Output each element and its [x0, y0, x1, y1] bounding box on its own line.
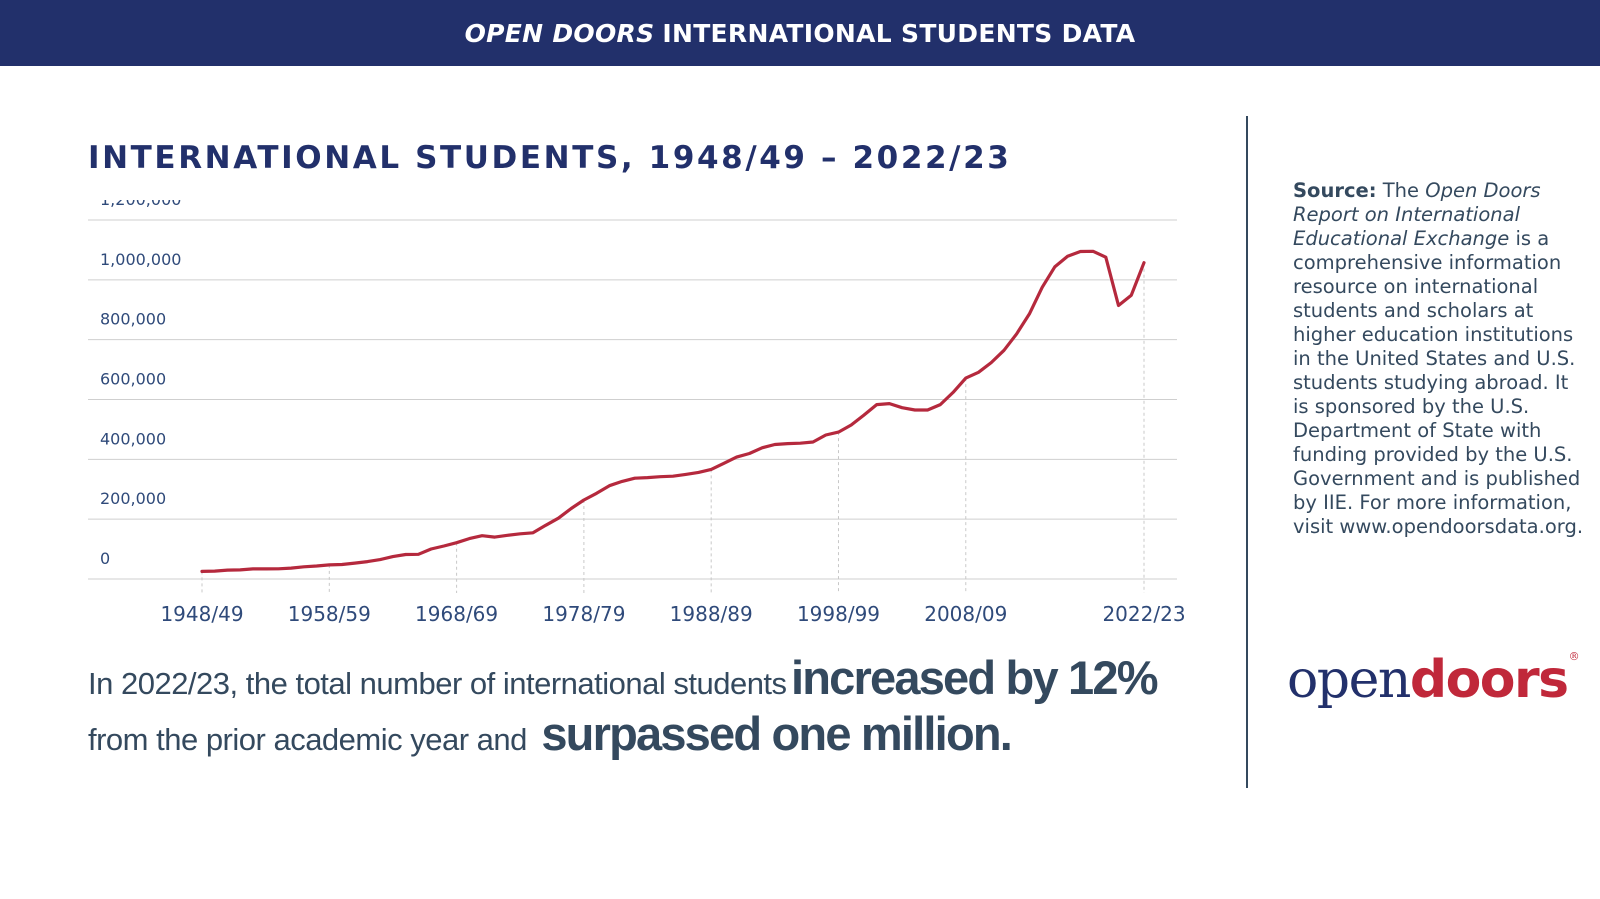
logo-doors: doors: [1409, 650, 1569, 710]
series-line-international-students: [200, 249, 1146, 574]
header-title: INTERNATIONAL STUDENTS DATA: [662, 18, 1136, 48]
opendoors-logo: opendoors®: [1287, 650, 1580, 710]
line-chart: 0 200,000 400,000 600,000 800,000 1,000,000 1,…: [88, 200, 1186, 626]
registered-mark: ®: [1568, 650, 1580, 663]
x-tick-label: 1988/89: [670, 602, 753, 626]
y-tick-label: 0: [100, 549, 110, 568]
x-tick-label: 2022/23: [1102, 602, 1185, 626]
header-title-italic: OPEN DOORS: [464, 18, 655, 48]
x-tick-label: 1978/79: [542, 602, 625, 626]
y-tick-label: 800,000: [100, 310, 166, 329]
source-label: Source:: [1293, 179, 1377, 202]
x-tick-label: 1958/59: [288, 602, 371, 626]
y-tick-label: 600,000: [100, 370, 166, 389]
header-banner: OPEN DOORS INTERNATIONAL STUDENTS DATA: [0, 0, 1600, 66]
x-tick-label: 1968/69: [415, 602, 498, 626]
y-tick-label: 1,200,000: [100, 200, 181, 209]
logo-open: open: [1287, 650, 1411, 710]
summary-text-1: In 2022/23, the total number of internat…: [88, 666, 787, 701]
vertical-guide-lines: [201, 262, 1145, 593]
source-text-2: is a comprehensive information resource …: [1293, 227, 1584, 538]
source-note: Source: The Open Doors Report on Interna…: [1293, 179, 1583, 539]
summary-statement: In 2022/23, the total number of internat…: [88, 650, 1159, 762]
summary-line-1: In 2022/23, the total number of internat…: [88, 650, 1159, 706]
grid-lines: [88, 219, 1177, 580]
source-report-title: Open Doors Report on International Educa…: [1293, 179, 1541, 250]
y-tick-label: 400,000: [100, 429, 166, 448]
summary-text-2: from the prior academic year and: [88, 722, 527, 757]
series-layer: [200, 249, 1146, 574]
summary-highlight-1: increased by 12%: [791, 651, 1159, 704]
y-axis-ticks: 0 200,000 400,000 600,000 800,000 1,000,000 1,…: [100, 200, 181, 568]
source-text-1: The: [1382, 179, 1420, 202]
y-tick-label: 200,000: [100, 489, 166, 508]
x-axis-ticks: 1948/49 1958/59 1968/69 1978/79 1988/89 1998/…: [160, 602, 1185, 626]
x-tick-label: 1948/49: [160, 602, 243, 626]
x-tick-label: 2008/09: [924, 602, 1007, 626]
y-tick-label: 1,000,000: [100, 250, 181, 269]
x-tick-label: 1998/99: [797, 602, 880, 626]
chart-title: INTERNATIONAL STUDENTS, 1948/49 – 2022/2…: [88, 140, 1012, 176]
vertical-divider: [1246, 116, 1248, 788]
summary-highlight-2: surpassed one million.: [541, 707, 1013, 760]
summary-line-2: from the prior academic year and surpass…: [88, 706, 1157, 762]
